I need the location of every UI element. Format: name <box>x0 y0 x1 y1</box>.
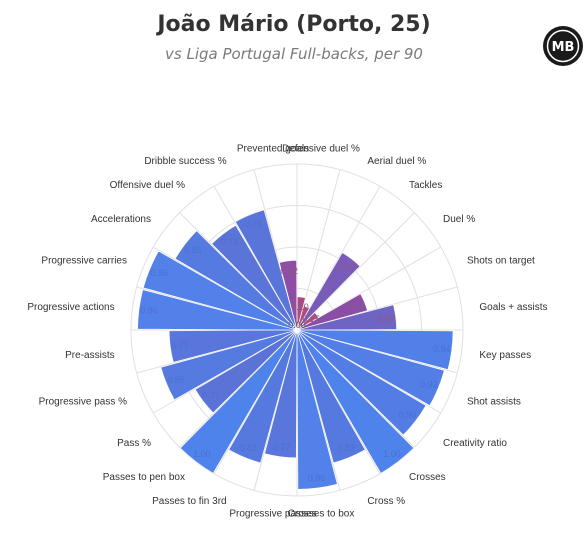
value-label: 0.90 <box>399 410 417 420</box>
category-label: Dribble success % <box>144 156 226 167</box>
value-label: 0.42 <box>280 266 298 276</box>
bar-pre-assists <box>168 329 298 363</box>
value-label: 0.83 <box>239 443 257 453</box>
bar-progressive-passes <box>264 329 298 459</box>
chart-bars <box>137 209 454 490</box>
chart-labels: 0.20 Defensive duel % Aerial duel % 0.54 Tac… <box>27 144 547 520</box>
category-label: Shot assists <box>467 396 521 407</box>
bar-shots-on-target <box>296 293 368 331</box>
bar-aerial-duel- <box>296 305 310 331</box>
bar-crosses <box>296 329 415 474</box>
category-label: Progressive carries <box>41 256 127 267</box>
bar-pass- <box>194 329 298 414</box>
category-label: Crosses <box>409 472 446 483</box>
category-label: Progressive pass % <box>39 396 127 407</box>
category-label: Pass % <box>117 438 151 449</box>
value-label: 0.94 <box>433 344 451 354</box>
value-label: 0.75 <box>244 219 262 229</box>
category-label: Cross % <box>367 496 405 507</box>
bar-progressive-carries <box>142 250 298 331</box>
bar-shot-assists <box>296 329 445 406</box>
value-label: 0.96 <box>140 306 158 316</box>
bar-cross- <box>296 329 366 464</box>
category-label: Key passes <box>479 350 531 361</box>
chart-title: João Mário (Porto, 25) <box>157 12 431 37</box>
value-label: 0.92 <box>420 380 438 390</box>
bar-duel- <box>296 312 319 331</box>
value-label: 0.96 <box>150 268 168 278</box>
value-label: 0.73 <box>221 237 239 247</box>
value-label: 0.85 <box>184 245 202 255</box>
chart-subtitle: vs Liga Portugal Full-backs, per 90 <box>165 45 423 63</box>
category-label: Shots on target <box>467 256 535 267</box>
value-label: 0.71 <box>203 391 221 401</box>
category-label: Progressive passes <box>229 508 316 519</box>
bar-prevented-goals <box>278 259 298 331</box>
category-label: Offensive duel % <box>110 180 186 191</box>
bar-passes-to-pen-box <box>179 329 298 474</box>
bar-offensive-duel- <box>211 225 298 331</box>
bar-accelerations <box>174 230 298 331</box>
bar-crosses-to-box <box>296 329 338 490</box>
bar-tackles <box>296 252 361 331</box>
bar-creativity-ratio <box>296 329 427 436</box>
category-label: Progressive actions <box>27 302 114 313</box>
category-label: Defensive duel % <box>282 144 360 155</box>
bar-passes-to-fin-3rd <box>228 329 298 464</box>
category-label: Passes to pen box <box>103 472 185 483</box>
value-label: 0.77 <box>171 340 189 350</box>
value-label: 0.15 <box>303 314 321 324</box>
center-value-label: 0.00 <box>288 320 306 330</box>
category-label: Prevented goals <box>237 144 309 155</box>
bar-goals-assists <box>296 304 397 331</box>
value-label: 0.54 <box>337 262 355 272</box>
value-label: 0.60 <box>377 313 395 323</box>
value-label: 1.00 <box>193 449 211 459</box>
value-label: 0.83 <box>337 443 355 453</box>
category-label: Pre-assists <box>65 350 114 361</box>
bar-dribble-success- <box>234 209 298 331</box>
category-label: Passes to fin 3rd <box>152 496 226 507</box>
value-label: 1.00 <box>383 449 401 459</box>
category-label: Accelerations <box>91 214 151 225</box>
category-label: Crosses to box <box>288 508 355 519</box>
value-label: 0.85 <box>167 375 185 385</box>
bar-progressive-pass- <box>160 329 298 401</box>
category-label: Aerial duel % <box>367 156 426 167</box>
category-label: Goals + assists <box>479 302 547 313</box>
bar-progressive-actions <box>137 289 298 331</box>
bar-key-passes <box>296 329 454 370</box>
value-label: 0.77 <box>273 442 291 452</box>
value-label: 0.44 <box>346 301 364 311</box>
value-label: 0.96 <box>308 473 326 483</box>
category-label: Duel % <box>443 214 475 225</box>
logo-text: MB <box>552 40 575 55</box>
mb-logo-icon: MB <box>543 26 583 66</box>
category-label: Creativity ratio <box>443 438 507 449</box>
category-label: Tackles <box>409 180 442 191</box>
value-label: 0.20 <box>291 302 309 312</box>
